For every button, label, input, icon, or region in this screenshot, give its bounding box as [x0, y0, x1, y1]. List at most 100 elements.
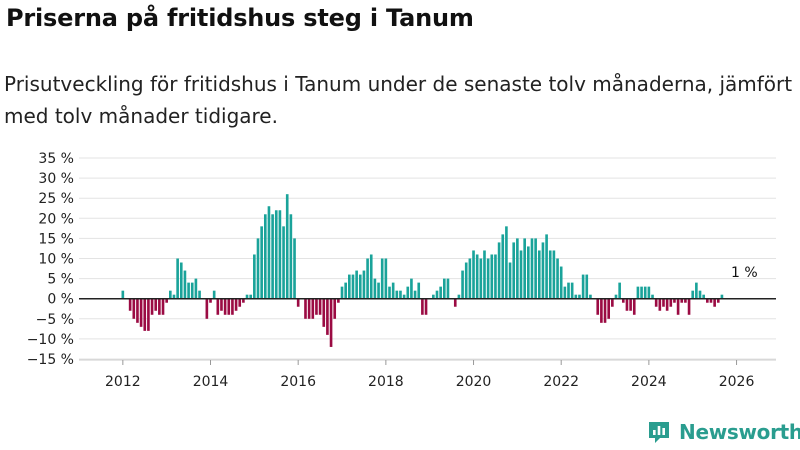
- x-tick-label: 2016: [280, 374, 316, 390]
- bar: [494, 254, 497, 299]
- bar: [472, 250, 475, 299]
- x-tick-label: 2024: [631, 374, 667, 390]
- bar: [227, 298, 231, 315]
- newsworthy-logo-icon: [649, 422, 669, 443]
- bar: [709, 298, 713, 303]
- bar: [589, 294, 592, 299]
- bar: [172, 294, 176, 299]
- bar: [209, 298, 212, 303]
- bar: [242, 298, 245, 303]
- grid-lines: [79, 157, 776, 360]
- y-tick-label: −10 %: [27, 332, 74, 348]
- latest-value-annotation: 1 %: [731, 265, 758, 281]
- bar: [337, 298, 340, 303]
- brand-logo: Newsworthy: [646, 419, 800, 445]
- bar: [684, 298, 687, 303]
- bar: [373, 278, 377, 299]
- bar: [636, 286, 640, 299]
- y-tick-label: 10 %: [38, 252, 74, 268]
- bar: [618, 282, 621, 299]
- bar: [329, 298, 333, 347]
- bar: [391, 282, 395, 299]
- bar: [340, 286, 344, 299]
- bar: [245, 294, 249, 299]
- bar: [527, 246, 530, 299]
- bar: [231, 298, 234, 315]
- bar: [497, 242, 501, 299]
- bar: [187, 282, 190, 299]
- bar: [691, 290, 695, 299]
- bar: [260, 226, 263, 299]
- bar: [680, 298, 684, 303]
- bar: [632, 298, 636, 315]
- bar: [121, 290, 125, 299]
- bar: [369, 254, 373, 299]
- bar: [698, 290, 702, 299]
- y-tick-label: 25 %: [38, 191, 74, 207]
- x-tick-label: 2014: [193, 374, 229, 390]
- bar: [545, 234, 548, 299]
- bar: [453, 298, 457, 307]
- bar: [322, 298, 326, 327]
- bar: [673, 298, 676, 303]
- bar: [530, 238, 534, 299]
- bar: [483, 250, 486, 299]
- bar: [380, 258, 384, 299]
- bar: [220, 298, 223, 311]
- bar: [377, 282, 380, 299]
- bar: [479, 258, 483, 299]
- bar: [154, 298, 158, 311]
- x-tick-label: 2012: [105, 374, 141, 390]
- bar: [611, 298, 614, 307]
- bar: [596, 298, 600, 315]
- bar: [205, 298, 209, 319]
- bar: [486, 258, 490, 299]
- bar: [198, 290, 201, 299]
- bar: [541, 242, 545, 299]
- bar: [355, 270, 358, 299]
- bar: [556, 258, 559, 299]
- bar: [161, 298, 165, 315]
- bar: [578, 294, 581, 299]
- x-tick-label: 2018: [368, 374, 404, 390]
- bar: [501, 234, 505, 299]
- bar: [676, 298, 680, 315]
- bar: [702, 294, 705, 299]
- bar: [552, 250, 556, 299]
- y-tick-label: 30 %: [38, 171, 74, 187]
- bar: [216, 298, 220, 315]
- bar: [278, 210, 282, 299]
- bar: [263, 214, 267, 299]
- bar: [296, 298, 300, 307]
- bar: [150, 298, 154, 315]
- bar: [713, 298, 716, 307]
- bar: [669, 298, 673, 307]
- bar-series: [121, 194, 724, 347]
- bar: [333, 298, 337, 319]
- bar: [271, 214, 274, 299]
- y-tick-label: 0 %: [47, 292, 74, 308]
- bar: [581, 274, 585, 299]
- bar: [706, 298, 709, 303]
- bar: [662, 298, 665, 307]
- bar: [505, 226, 508, 299]
- bar: [351, 274, 355, 299]
- bar: [362, 270, 366, 299]
- bar: [570, 282, 574, 299]
- bar: [607, 298, 611, 319]
- bar: [658, 298, 662, 311]
- bar: [534, 238, 537, 299]
- bar: [136, 298, 139, 323]
- bar: [435, 290, 439, 299]
- bar: [406, 286, 410, 299]
- bar: [417, 282, 421, 299]
- bar: [421, 298, 424, 315]
- brand-name: Newsworthy: [679, 420, 800, 444]
- bar: [508, 262, 512, 299]
- bar: [128, 298, 132, 311]
- bar: [285, 194, 289, 299]
- bar: [629, 298, 632, 311]
- bar: [315, 298, 318, 315]
- bar: [223, 298, 227, 315]
